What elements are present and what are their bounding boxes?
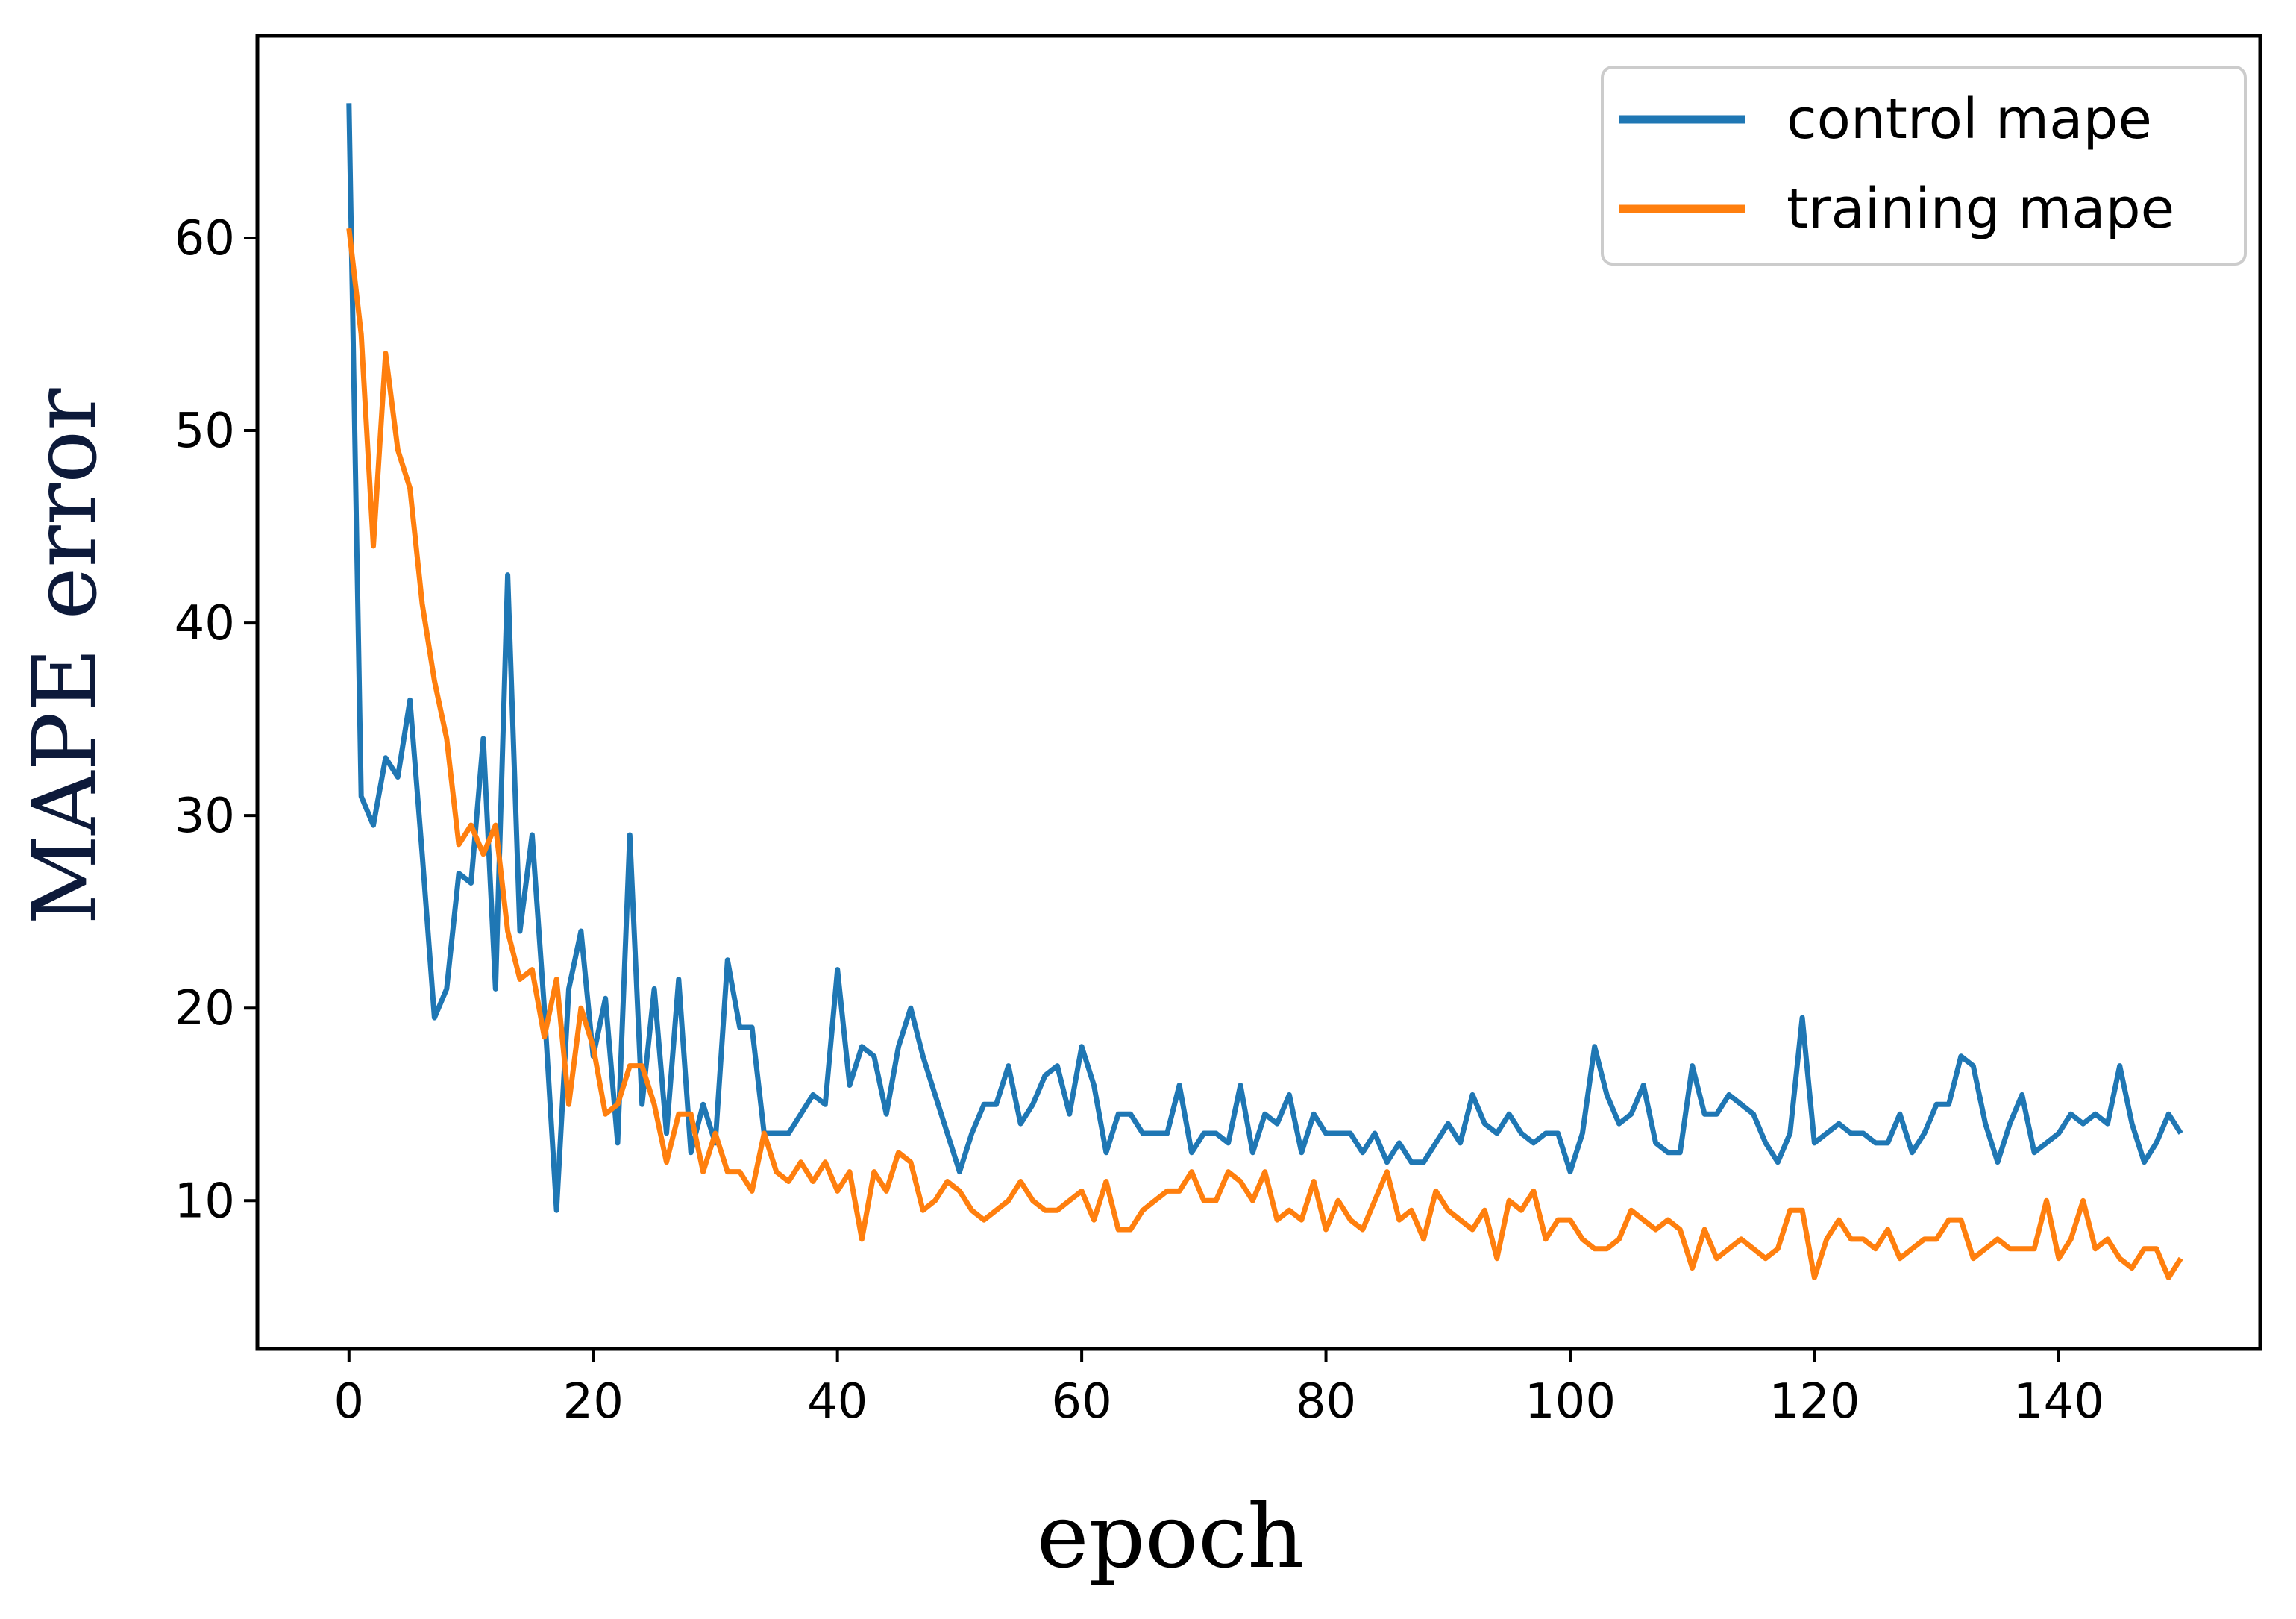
legend-label-training-mape: training mape [1787, 177, 2174, 241]
x-tick-label: 40 [807, 1374, 868, 1429]
axis-ticks: 0 20 40 60 80 100 120 140 10 20 30 40 50 60 [175, 211, 2104, 1429]
y-tick-label: 40 [175, 596, 235, 651]
x-tick-label: 140 [2013, 1374, 2104, 1429]
y-tick-label: 60 [175, 211, 235, 266]
y-axis-title: MAPE error [13, 388, 116, 925]
y-tick-label: 10 [175, 1174, 235, 1229]
series-line-control-mape [346, 103, 2183, 1213]
y-tick-label: 20 [175, 981, 235, 1036]
legend: control mape training mape [1601, 66, 2247, 266]
series-line-training-mape [346, 228, 2183, 1280]
y-tick-label: 50 [175, 404, 235, 459]
x-tick-label: 0 [333, 1374, 364, 1429]
plot-frame [255, 34, 2262, 1351]
y-tick-label: 30 [175, 789, 235, 844]
x-tick-label: 120 [1769, 1374, 1860, 1429]
x-tick-label: 20 [563, 1374, 624, 1429]
x-tick-label: 60 [1051, 1374, 1111, 1429]
legend-label-control-mape: control mape [1787, 87, 2152, 151]
legend-box [1601, 66, 2247, 266]
x-tick-label: 100 [1525, 1374, 1616, 1429]
x-tick-label: 80 [1296, 1374, 1356, 1429]
x-axis-title: epoch [1037, 1485, 1305, 1588]
series-lines [346, 103, 2183, 1280]
